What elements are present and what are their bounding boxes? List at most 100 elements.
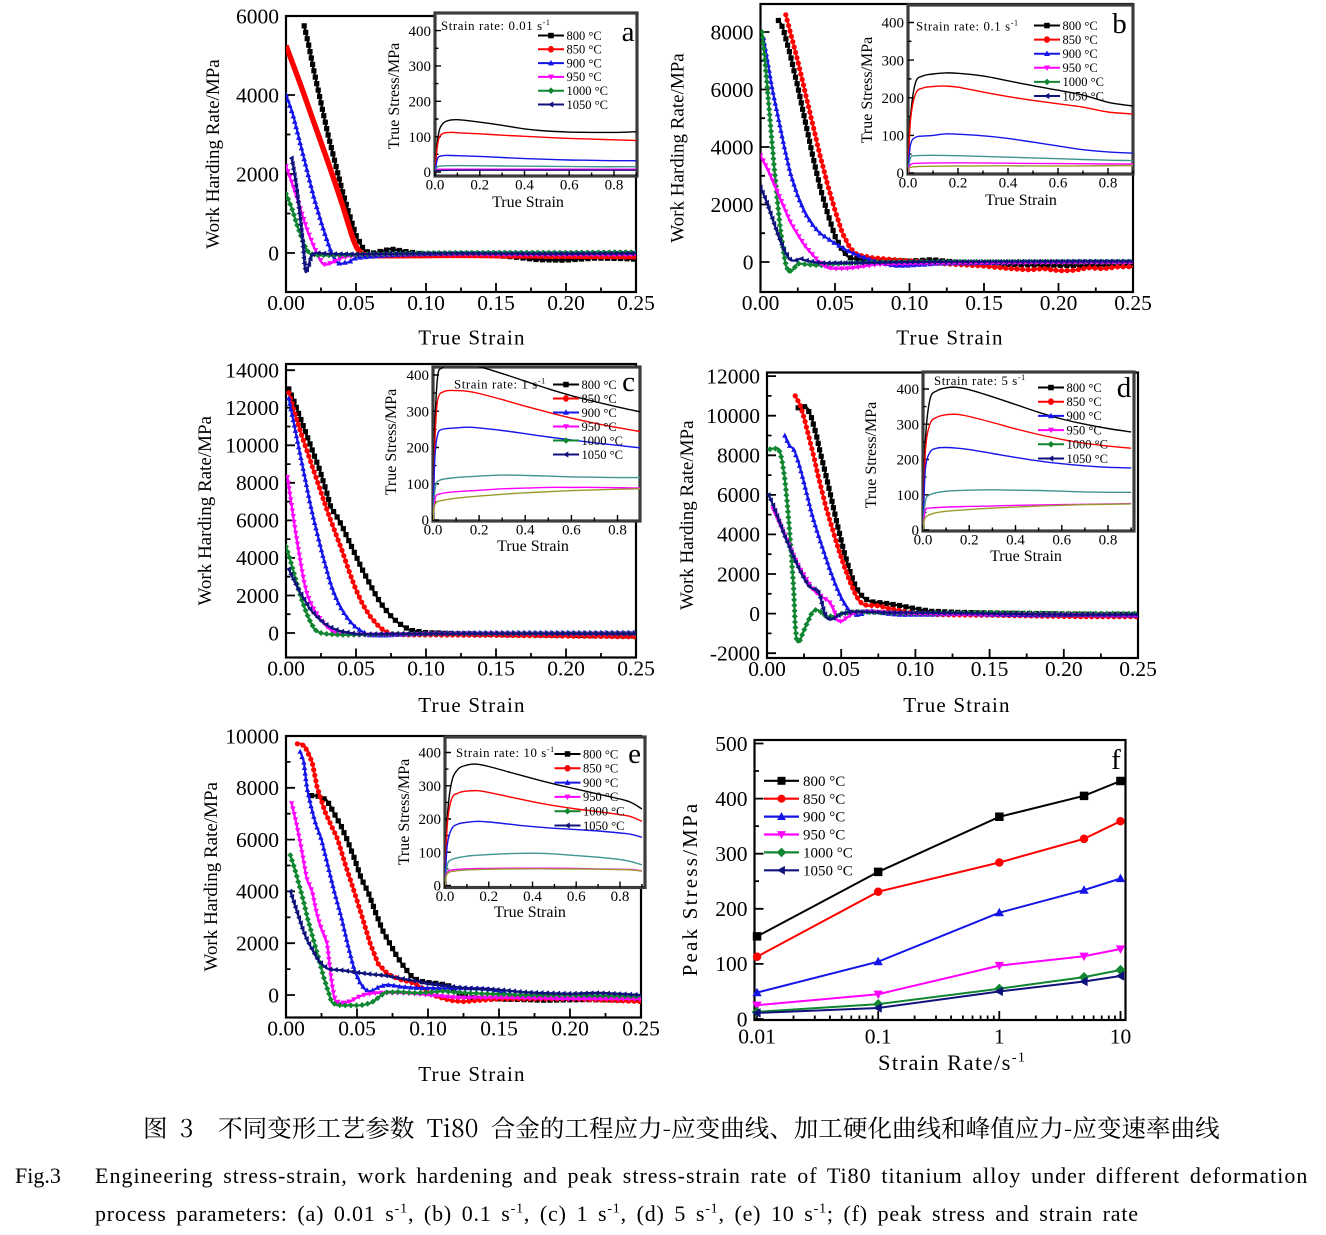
svg-text:200: 200 <box>419 812 442 828</box>
svg-text:950 °C: 950 °C <box>567 70 602 84</box>
svg-text:14000: 14000 <box>225 359 279 383</box>
svg-text:0.15: 0.15 <box>971 657 1009 681</box>
svg-text:0.05: 0.05 <box>822 657 860 681</box>
svg-text:0.4: 0.4 <box>1006 533 1025 549</box>
svg-text:True Strain: True Strain <box>990 548 1062 565</box>
svg-text:400: 400 <box>882 16 905 32</box>
svg-text:1000 °C: 1000 °C <box>583 804 624 818</box>
svg-text:Strain rate: 0.01 s-1: Strain rate: 0.01 s-1 <box>441 18 551 33</box>
svg-text:500: 500 <box>715 732 747 756</box>
svg-text:200: 200 <box>407 441 430 457</box>
svg-text:0.8: 0.8 <box>608 523 627 539</box>
svg-text:400: 400 <box>409 24 432 40</box>
svg-text:800 °C: 800 °C <box>582 378 617 392</box>
svg-text:0.6: 0.6 <box>1052 533 1071 549</box>
svg-text:1050 °C: 1050 °C <box>803 863 853 879</box>
svg-text:1050 °C: 1050 °C <box>1063 89 1104 103</box>
svg-text:c: c <box>622 366 635 398</box>
svg-text:True Strain: True Strain <box>497 538 569 555</box>
svg-text:0.0: 0.0 <box>899 176 918 192</box>
svg-text:a: a <box>622 16 635 48</box>
svg-text:0.10: 0.10 <box>409 1016 447 1040</box>
svg-text:8000: 8000 <box>236 776 279 800</box>
svg-text:200: 200 <box>882 91 905 107</box>
svg-text:Strain rate: 10 s-1: Strain rate: 10 s-1 <box>456 745 555 760</box>
svg-text:0.10: 0.10 <box>407 291 445 315</box>
svg-text:6000: 6000 <box>711 78 754 102</box>
svg-text:Peak Stress/MPa: Peak Stress/MPa <box>678 802 702 977</box>
svg-text:2000: 2000 <box>711 193 754 217</box>
svg-text:100: 100 <box>715 952 747 976</box>
svg-text:400: 400 <box>897 382 920 398</box>
svg-text:0: 0 <box>897 166 905 182</box>
svg-text:b: b <box>1112 8 1127 40</box>
svg-text:0.8: 0.8 <box>611 889 630 905</box>
svg-text:850 °C: 850 °C <box>567 43 602 57</box>
svg-text:950 °C: 950 °C <box>803 828 845 844</box>
svg-text:300: 300 <box>419 779 442 795</box>
svg-text:0.05: 0.05 <box>816 291 854 315</box>
svg-text:Work Harding Rate/MPa: Work Harding Rate/MPa <box>677 420 698 610</box>
svg-text:-2000: -2000 <box>710 641 760 665</box>
svg-text:800 °C: 800 °C <box>567 29 602 43</box>
svg-text:0.25: 0.25 <box>1114 291 1152 315</box>
svg-text:True Stress/MPa: True Stress/MPa <box>396 759 413 866</box>
svg-text:10000: 10000 <box>225 724 279 748</box>
svg-text:0.2: 0.2 <box>949 176 968 192</box>
svg-text:8000: 8000 <box>236 471 279 495</box>
svg-text:True Strain: True Strain <box>494 904 566 921</box>
svg-text:True Stress/MPa: True Stress/MPa <box>383 389 400 496</box>
svg-text:6000: 6000 <box>236 828 279 852</box>
svg-text:850 °C: 850 °C <box>1063 33 1098 47</box>
svg-text:900 °C: 900 °C <box>1063 47 1098 61</box>
svg-text:300: 300 <box>715 842 747 866</box>
svg-text:4000: 4000 <box>711 135 754 159</box>
svg-text:1000 °C: 1000 °C <box>567 84 608 98</box>
svg-text:0.10: 0.10 <box>891 291 929 315</box>
svg-text:10000: 10000 <box>706 404 760 428</box>
svg-text:0.15: 0.15 <box>477 291 515 315</box>
svg-text:Strain rate: 5 s-1: Strain rate: 5 s-1 <box>934 373 1026 388</box>
svg-text:900 °C: 900 °C <box>583 776 618 790</box>
svg-text:0.20: 0.20 <box>1040 291 1078 315</box>
svg-text:0: 0 <box>268 241 279 265</box>
svg-text:True Strain: True Strain <box>418 693 526 717</box>
svg-text:0.0: 0.0 <box>424 523 443 539</box>
svg-text:0.20: 0.20 <box>547 291 585 315</box>
svg-text:1050 °C: 1050 °C <box>1067 452 1108 466</box>
svg-text:0.00: 0.00 <box>748 657 786 681</box>
svg-text:100: 100 <box>419 845 442 861</box>
svg-text:f: f <box>1111 744 1121 776</box>
svg-text:2000: 2000 <box>717 562 760 586</box>
svg-text:950 °C: 950 °C <box>1063 61 1098 75</box>
svg-text:0.25: 0.25 <box>617 656 655 680</box>
svg-text:200: 200 <box>409 95 432 111</box>
svg-text:0.6: 0.6 <box>562 523 581 539</box>
svg-text:0.05: 0.05 <box>337 656 375 680</box>
svg-text:4000: 4000 <box>236 546 279 570</box>
svg-text:0.1: 0.1 <box>865 1025 892 1049</box>
svg-text:0: 0 <box>424 165 432 181</box>
svg-text:0: 0 <box>434 879 442 895</box>
svg-text:True Stress/MPa: True Stress/MPa <box>863 402 880 509</box>
svg-text:0.2: 0.2 <box>470 523 489 539</box>
svg-text:400: 400 <box>715 787 747 811</box>
svg-text:0.0: 0.0 <box>426 178 445 194</box>
svg-text:1050 °C: 1050 °C <box>582 448 623 462</box>
svg-text:0.00: 0.00 <box>267 1016 305 1040</box>
svg-text:True Stress/MPa: True Stress/MPa <box>859 37 876 144</box>
svg-text:0.10: 0.10 <box>407 656 445 680</box>
svg-text:0.25: 0.25 <box>1119 657 1157 681</box>
svg-text:300: 300 <box>409 59 432 75</box>
svg-text:0.15: 0.15 <box>480 1016 518 1040</box>
svg-text:Strain Rate/s-1: Strain Rate/s-1 <box>878 1050 1026 1075</box>
svg-text:0: 0 <box>268 983 279 1007</box>
svg-text:0.4: 0.4 <box>516 523 535 539</box>
svg-text:0.05: 0.05 <box>338 1016 376 1040</box>
svg-text:10000: 10000 <box>225 434 279 458</box>
svg-text:d: d <box>1117 372 1132 404</box>
svg-text:0.01: 0.01 <box>738 1025 776 1049</box>
svg-text:Fig.3: Fig.3 <box>15 1163 61 1188</box>
svg-text:900 °C: 900 °C <box>567 56 602 70</box>
svg-text:0: 0 <box>743 250 754 274</box>
